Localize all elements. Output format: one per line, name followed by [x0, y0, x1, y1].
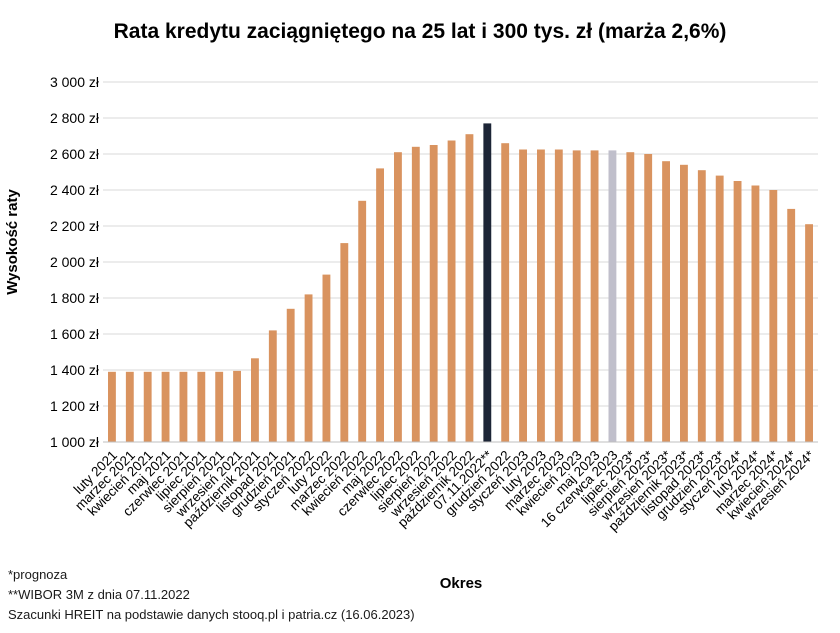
- bar: [483, 123, 492, 443]
- bar: [411, 146, 420, 443]
- y-tick-label: 2 800 zł: [50, 110, 100, 126]
- bar: [268, 330, 277, 442]
- gridlines: [103, 81, 818, 407]
- bar: [304, 294, 313, 442]
- note-wibor: **WIBOR 3M z dnia 07.11.2022: [8, 587, 190, 602]
- bar: [644, 154, 653, 442]
- bar: [322, 274, 331, 442]
- note-source: Szacunki HREIT na podstawie danych stooq…: [8, 607, 415, 622]
- bar: [179, 371, 188, 442]
- y-tick-label: 2 600 zł: [50, 146, 100, 162]
- bar: [286, 308, 295, 442]
- bar: [233, 370, 241, 442]
- bar: [429, 145, 438, 442]
- bar: [537, 149, 545, 442]
- y-tick-label: 2 200 zł: [50, 218, 100, 234]
- bar: [626, 152, 635, 442]
- y-tick-label: 3 000 zł: [50, 74, 100, 90]
- y-tick-label: 1 800 zł: [50, 290, 100, 306]
- bar: [805, 224, 813, 442]
- bar: [572, 150, 581, 442]
- bar: [769, 190, 778, 442]
- bar: [376, 168, 384, 442]
- bars: [108, 123, 813, 443]
- footnotes: *prognoza **WIBOR 3M z dnia 07.11.2022 S…: [8, 565, 415, 625]
- bar: [715, 175, 724, 442]
- bar: [394, 152, 402, 442]
- y-tick-label: 2 000 zł: [50, 254, 100, 270]
- bar: [787, 208, 796, 442]
- y-tick-label: 2 400 zł: [50, 182, 100, 198]
- bar: [251, 358, 259, 442]
- bar: [143, 371, 152, 442]
- bar: [358, 200, 367, 442]
- y-axis-ticks: 1 000 zł 1 200 zł 1 400 zł 1 600 zł 1 800 zł…: [50, 74, 100, 450]
- bar: [125, 371, 134, 442]
- bar: [501, 143, 510, 442]
- bar: [340, 243, 349, 442]
- bar: [733, 181, 742, 442]
- y-axis-title: Wysokość raty: [4, 189, 21, 295]
- bar: [215, 371, 224, 442]
- bar: [697, 170, 706, 442]
- bar: [590, 150, 599, 442]
- bar: [161, 371, 170, 442]
- x-axis-title: Okres: [440, 575, 483, 592]
- y-tick-label: 1 200 zł: [50, 398, 100, 414]
- bar: [751, 185, 760, 442]
- chart-title: Rata kredytu zaciągniętego na 25 lat i 3…: [114, 20, 727, 43]
- y-tick-label: 1 400 zł: [50, 362, 100, 378]
- bar: [519, 149, 527, 442]
- bar: [662, 161, 670, 442]
- y-tick-label: 1 600 zł: [50, 326, 100, 342]
- bar: [554, 149, 563, 442]
- note-forecast: *prognoza: [8, 567, 68, 582]
- bar: [197, 371, 206, 442]
- y-tick-label: 1 000 zł: [50, 434, 100, 450]
- bar: [680, 164, 688, 443]
- bar: [108, 371, 116, 442]
- bar: [465, 134, 474, 442]
- bar: [447, 140, 456, 442]
- bar: [608, 150, 617, 442]
